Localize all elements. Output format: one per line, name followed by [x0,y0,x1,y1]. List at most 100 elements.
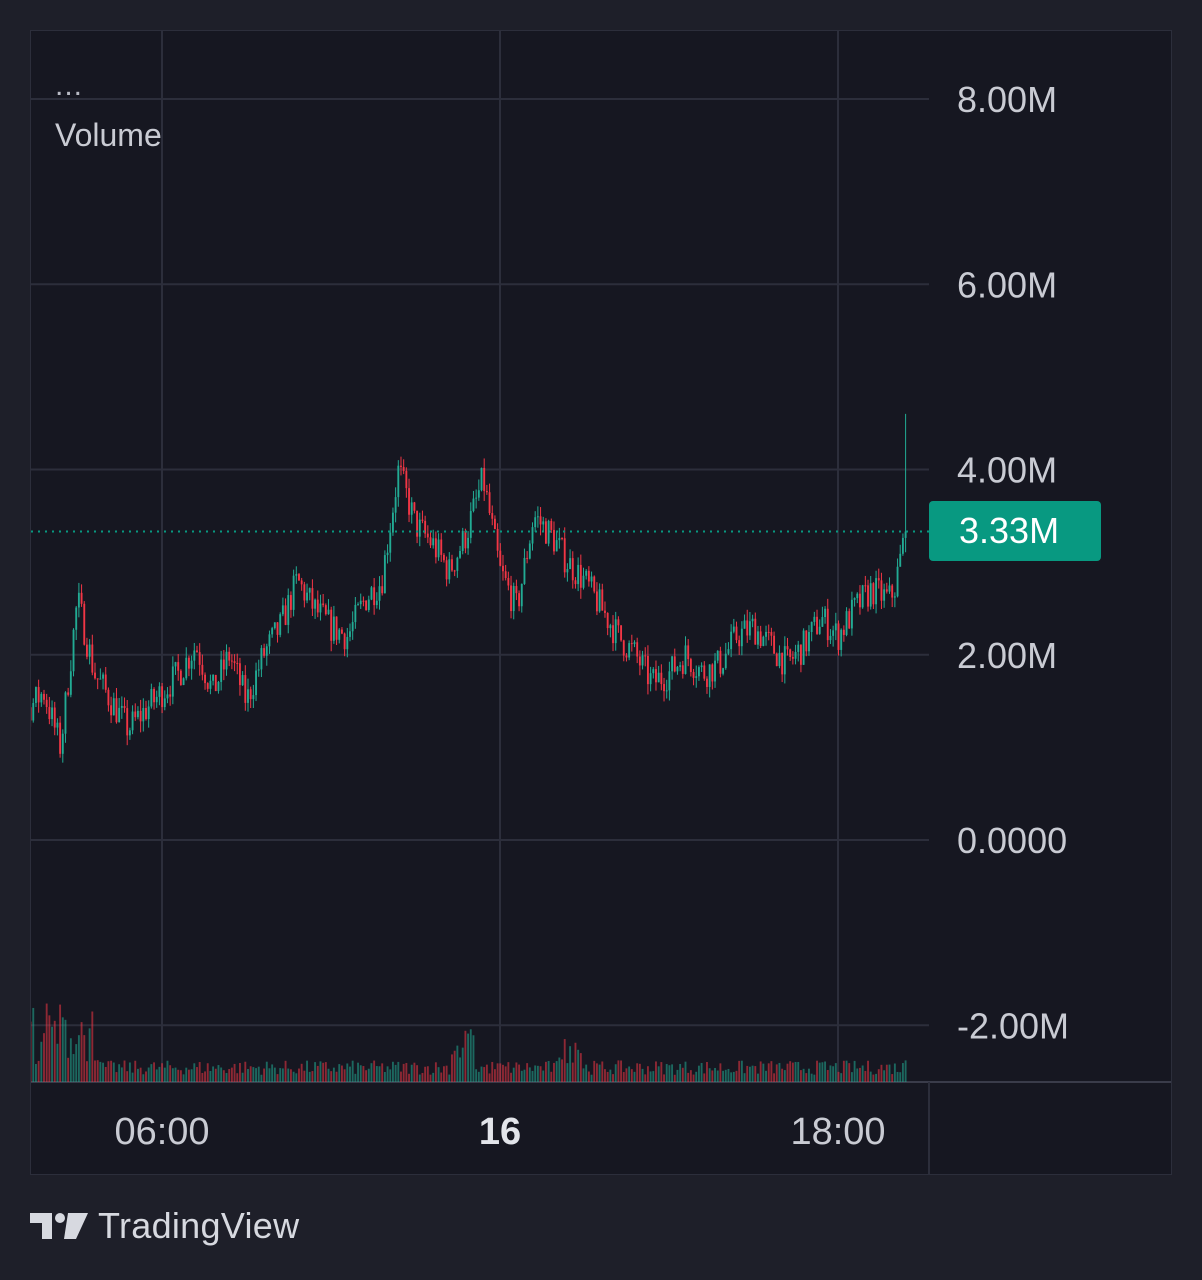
legend-more-button[interactable]: ... [55,69,84,102]
volume-bar [295,1073,298,1082]
volume-bar [311,1071,314,1082]
volume-bar [544,1061,547,1082]
volume-bar [145,1071,147,1082]
candle-body [638,656,641,666]
candle-body [410,502,413,515]
candle-body [561,538,563,540]
candle-body [888,585,891,592]
candle-body [405,470,408,489]
volume-bar [770,1061,773,1082]
candle-body [128,730,131,736]
volume-bar [684,1061,687,1082]
last-value-label: 3.33M [929,501,1101,561]
volume-bar [64,1019,67,1082]
volume-bar [190,1069,193,1082]
candle-body [94,672,96,679]
candle-body [182,678,185,686]
volume-bar [579,1053,582,1082]
candle-body [724,653,727,669]
volume-bar [357,1062,359,1082]
volume-bar [832,1066,835,1082]
volume-bar [421,1072,424,1082]
candle-body [268,634,271,647]
candle-body [826,608,829,641]
volume-bar [257,1066,260,1082]
candle-body [289,595,292,610]
candle-body [397,465,400,498]
candle-body [493,518,496,529]
volume-bar [864,1070,867,1082]
volume-bar [547,1060,550,1082]
volume-bar [829,1065,832,1082]
candle-body [620,625,623,641]
candle-body [244,675,247,703]
candle-body [536,516,539,518]
volume-bar [158,1066,161,1082]
chart-frame[interactable]: 8.00M 6.00M 4.00M 2.00M 0.0000 -2.00M 06:00 16 1… [30,30,1172,1175]
candle-body [375,600,378,606]
candle-body [459,550,461,558]
candle-body [534,517,537,528]
volume-bar [875,1073,878,1082]
candle-body [714,660,716,682]
candle-body [625,655,628,658]
volume-bar [893,1063,896,1082]
volume-bar [824,1061,827,1082]
volume-bar [628,1066,631,1082]
candle-body [805,630,808,652]
candle-body [214,674,217,692]
candle-body [308,588,311,593]
y-tick-label: 6.00M [957,264,1057,305]
volume-bar [620,1060,623,1082]
volume-bar [375,1066,378,1082]
volume-bar [365,1070,368,1082]
volume-bar [123,1060,126,1082]
candle-body [255,670,257,696]
candle-body [483,467,486,491]
volume-bar [786,1063,789,1082]
volume-bar [104,1066,107,1082]
candle-body [754,618,757,645]
volume-bar [531,1070,534,1082]
volume-bar [491,1061,494,1082]
candle-body [512,586,515,612]
volume-bar [534,1065,537,1082]
volume-bar [799,1070,802,1082]
volume-bar [606,1071,609,1082]
candle-body [797,644,800,652]
candle-body [818,626,821,634]
volume-bar [340,1065,343,1082]
volume-bar [542,1070,545,1082]
volume-bar [260,1074,263,1082]
candle-body [496,528,499,551]
volume-bar [499,1063,502,1082]
volume-bar [480,1066,483,1082]
volume-bar [268,1068,271,1082]
candle-body [131,711,134,731]
volume-bar [255,1068,257,1082]
brand[interactable]: TradingView [30,1204,299,1248]
candle-body [134,711,137,718]
candle-body [32,702,35,721]
volume-bar [783,1070,786,1082]
candle-body [555,540,558,552]
volume-bar [757,1073,759,1082]
volume-bar [646,1066,649,1082]
volume-bar [523,1069,526,1082]
volume-bar [69,1038,72,1082]
candle-body [190,660,193,669]
candle-body [574,580,577,585]
candle-body [612,625,614,644]
volume-bar [204,1071,206,1082]
candle-body [569,558,572,570]
volume-bar [77,1035,80,1082]
volume-bar [679,1063,682,1082]
candle-body [217,681,220,692]
volume-bar [102,1062,104,1082]
volume-bar [512,1067,515,1082]
volume-bar [303,1070,306,1082]
volume-bar [31,1021,32,1082]
volume-bar [614,1064,617,1082]
volume-bar [188,1069,190,1082]
candle-body [300,580,303,585]
